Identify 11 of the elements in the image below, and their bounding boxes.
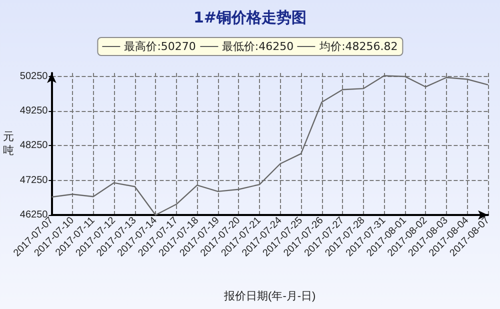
text: 均价:48256.82 [320, 39, 398, 54]
line-series [51, 75, 489, 216]
y-tick-label: 48250 [20, 140, 48, 152]
y-tick-label: 50250 [20, 70, 48, 82]
y-tick-label: 47250 [20, 174, 48, 186]
x-axis-title: 报价日期(年-月-日) [223, 290, 316, 302]
chart-title: 1#铜价格走势图 [193, 8, 307, 26]
y-axis-title: 元吨 [3, 131, 14, 157]
y-tick-label: 49250 [20, 106, 48, 117]
text: 最高价:50270 [124, 39, 196, 54]
text: 最低价:46250 [222, 39, 294, 54]
